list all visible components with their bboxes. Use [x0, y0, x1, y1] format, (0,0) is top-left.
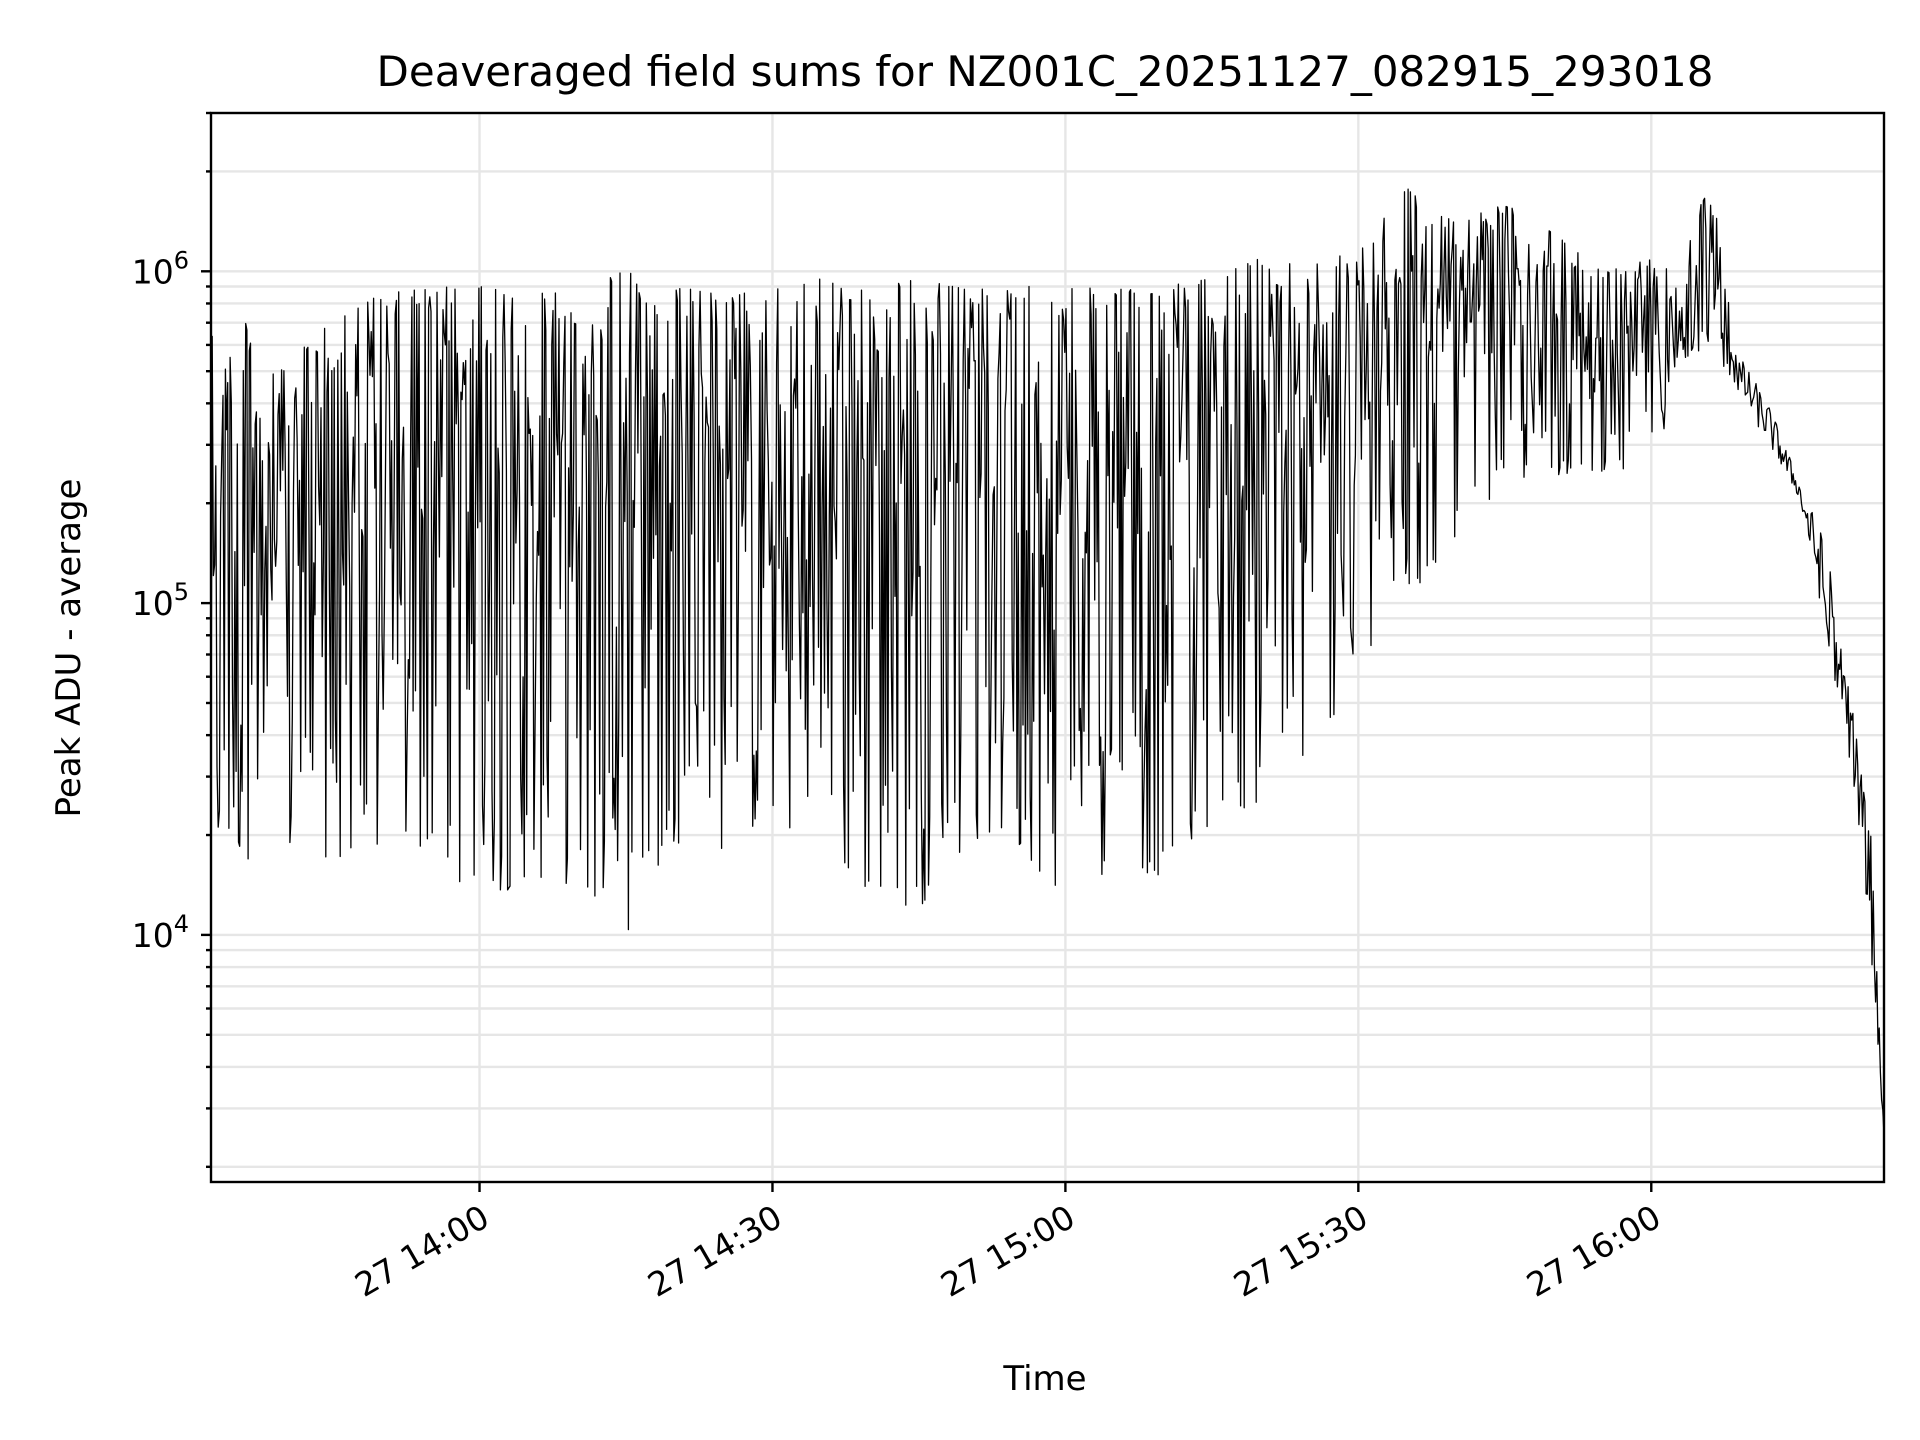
y-tick-label: 105	[132, 578, 189, 623]
y-tick-label: 104	[132, 910, 189, 955]
x-axis: 27 14:00 27 14:30 27 15:00 27 15:30 27 16:00	[348, 1182, 1667, 1305]
y-tick-label: 106	[132, 246, 189, 291]
data-layer	[210, 188, 1885, 1135]
x-tick-label: 27 15:30	[1227, 1197, 1374, 1305]
x-tick-label: 27 16:00	[1520, 1197, 1667, 1305]
x-tick-label: 27 15:00	[934, 1197, 1081, 1305]
y-axis: 104 105 106	[132, 111, 211, 1169]
x-tick-label: 27 14:00	[348, 1197, 495, 1305]
y-axis-label: Peak ADU - average	[49, 479, 89, 818]
plot-frame	[209, 111, 1886, 1184]
x-axis-label: Time	[1002, 1359, 1086, 1399]
chart-title: Deaveraged field sums for NZ001C_2025112…	[377, 47, 1714, 96]
series-line	[210, 188, 1885, 1135]
x-tick-label: 27 14:30	[641, 1197, 788, 1305]
